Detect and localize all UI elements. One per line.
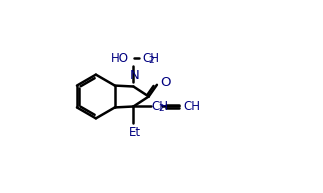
- Text: CH: CH: [184, 100, 201, 113]
- Text: CH: CH: [151, 100, 169, 113]
- Text: N: N: [130, 69, 139, 82]
- Text: CH: CH: [142, 52, 159, 65]
- Text: 2: 2: [149, 56, 154, 65]
- Text: Et: Et: [129, 126, 141, 139]
- Text: 2: 2: [158, 104, 164, 113]
- Text: O: O: [160, 76, 171, 89]
- Text: HO: HO: [111, 52, 129, 65]
